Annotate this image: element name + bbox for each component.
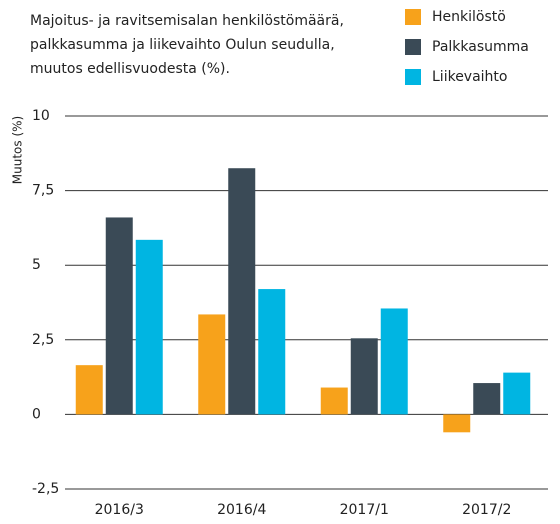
y-tick-label: 7,5 — [32, 183, 54, 199]
y-tick-label: -2,5 — [32, 481, 59, 497]
y-tick-label: 5 — [32, 257, 41, 273]
bar — [320, 387, 348, 415]
legend-swatch — [405, 9, 421, 25]
legend-label: Palkkasumma — [432, 39, 529, 55]
bar — [75, 365, 103, 415]
chart-title: muutos edellisvuodesta (%). — [30, 61, 230, 77]
bar — [228, 168, 256, 415]
y-tick-label: 2,5 — [32, 332, 54, 348]
chart-title: palkkasumma ja liikevaihto Oulun seudull… — [30, 37, 335, 53]
legend-label: Henkilöstö — [432, 9, 506, 25]
x-tick-label: 2016/4 — [217, 502, 266, 518]
y-tick-label: 0 — [32, 406, 41, 422]
bar — [135, 239, 163, 415]
bar — [380, 308, 408, 415]
x-tick-label: 2016/3 — [95, 502, 144, 518]
x-tick-label: 2017/1 — [340, 502, 389, 518]
chart-title: Majoitus- ja ravitsemisalan henkilöstömä… — [30, 13, 344, 29]
bar — [198, 314, 226, 415]
legend-swatch — [405, 39, 421, 55]
legend-label: Liikevaihto — [432, 69, 507, 85]
bar — [350, 338, 378, 415]
bar — [258, 289, 286, 415]
bar — [105, 217, 133, 415]
x-tick-label: 2017/2 — [462, 502, 511, 518]
legend-swatch — [405, 69, 421, 85]
y-tick-label: 10 — [32, 108, 50, 124]
bar — [473, 383, 501, 415]
y-axis-label: Muutos (%) — [11, 116, 25, 184]
bar — [503, 372, 531, 415]
bar — [443, 414, 471, 433]
